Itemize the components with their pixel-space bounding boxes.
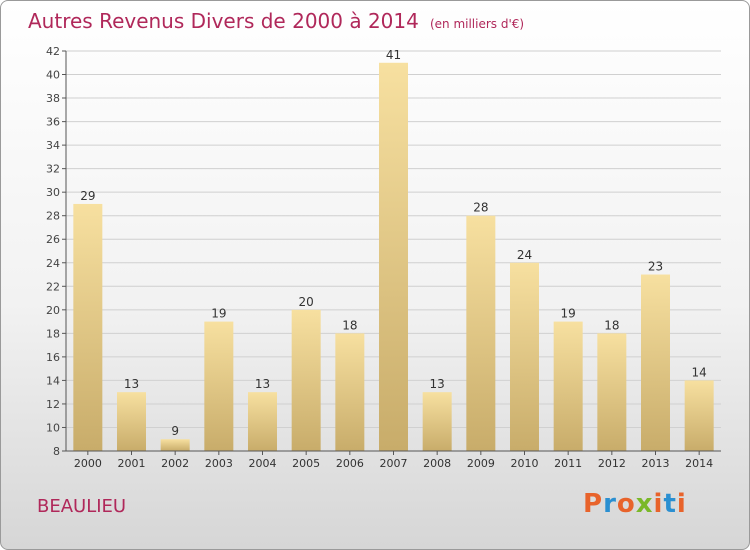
chart-title-block: Autres Revenus Divers de 2000 à 2014 (en…	[28, 9, 524, 33]
y-tick-label: 28	[46, 210, 60, 223]
x-tick-label: 2002	[161, 457, 189, 470]
bar	[248, 392, 277, 451]
logo-letter: r	[603, 489, 617, 519]
bar	[160, 439, 190, 451]
y-tick-label: 10	[46, 421, 60, 434]
bar-value-label: 13	[255, 377, 270, 391]
y-tick-label: 34	[46, 139, 60, 152]
y-tick-label: 22	[46, 280, 60, 293]
bar	[597, 333, 627, 451]
bar-value-label: 28	[473, 201, 488, 215]
bar-value-label: 24	[517, 248, 532, 262]
bar-value-label: 14	[692, 365, 707, 379]
bar-value-label: 19	[211, 307, 226, 321]
y-tick-label: 40	[46, 69, 60, 82]
logo-letter: P	[583, 489, 604, 519]
x-tick-label: 2011	[554, 457, 582, 470]
y-tick-label: 32	[46, 163, 60, 176]
y-tick-label: 26	[46, 233, 60, 246]
logo-letter: i	[653, 489, 664, 519]
bar-value-label: 13	[124, 377, 139, 391]
logo-letter: o	[616, 489, 636, 519]
chart-subtitle: (en milliers d'€)	[429, 17, 525, 31]
y-tick-label: 20	[46, 304, 60, 317]
y-tick-label: 42	[46, 45, 60, 58]
bar-value-label: 23	[648, 260, 663, 274]
bar-value-label: 18	[604, 318, 619, 332]
axes: 8 10 12 14 16 18 20 22 24 26 28 30 32 34 36 38 40 42 2000 2…	[46, 45, 721, 470]
x-tick-label: 2000	[74, 457, 102, 470]
logo-letter: x	[635, 489, 654, 519]
bar-value-label: 13	[430, 377, 445, 391]
bar	[510, 262, 539, 451]
logo-letter: t	[663, 489, 677, 519]
x-tick-label: 2010	[511, 457, 539, 470]
y-tick-label: 30	[46, 186, 60, 199]
y-tick-label: 16	[46, 351, 60, 364]
y-tick-label: 38	[46, 92, 60, 105]
bar	[335, 333, 365, 451]
bar	[204, 321, 234, 451]
bar	[422, 392, 452, 451]
x-tick-label: 2012	[598, 457, 626, 470]
y-tick-label: 12	[46, 398, 60, 411]
x-tick-label: 2007	[380, 457, 408, 470]
x-tick-label: 2006	[336, 457, 364, 470]
x-tick-label: 2004	[249, 457, 277, 470]
bar	[117, 392, 146, 451]
bar-value-label: 9	[171, 424, 179, 438]
bar	[291, 309, 321, 451]
x-tick-label: 2009	[467, 457, 495, 470]
bar	[553, 321, 583, 451]
logo-letter: i	[676, 489, 687, 519]
proxiti-logo: Proxiti	[583, 489, 687, 519]
bar-value-label: 18	[342, 318, 357, 332]
y-tick-label: 24	[46, 257, 60, 270]
x-tick-label: 2005	[292, 457, 320, 470]
chart-title: Autres Revenus Divers de 2000 à 2014	[28, 9, 419, 33]
bar	[379, 62, 408, 451]
bar-value-label: 29	[80, 189, 95, 203]
y-tick-label: 18	[46, 327, 60, 340]
x-tick-label: 2014	[685, 457, 713, 470]
x-tick-label: 2001	[118, 457, 146, 470]
y-tick-label: 8	[53, 445, 60, 458]
bar	[684, 380, 714, 451]
y-tick-label: 36	[46, 116, 60, 129]
bar-value-label: 41	[386, 48, 401, 62]
bar	[466, 215, 496, 451]
bar-value-label: 20	[299, 295, 314, 309]
x-tick-label: 2013	[642, 457, 670, 470]
y-tick-label: 14	[46, 374, 60, 387]
bar	[641, 274, 670, 451]
x-tick-label: 2008	[423, 457, 451, 470]
x-tick-label: 2003	[205, 457, 233, 470]
commune-name: BEAULIEU	[37, 496, 127, 517]
bar-value-label: 19	[561, 307, 576, 321]
bars: 29 13 9 19 13 20 18 41 13 28 24 19 18 23 14	[73, 48, 714, 451]
bar	[73, 203, 103, 451]
